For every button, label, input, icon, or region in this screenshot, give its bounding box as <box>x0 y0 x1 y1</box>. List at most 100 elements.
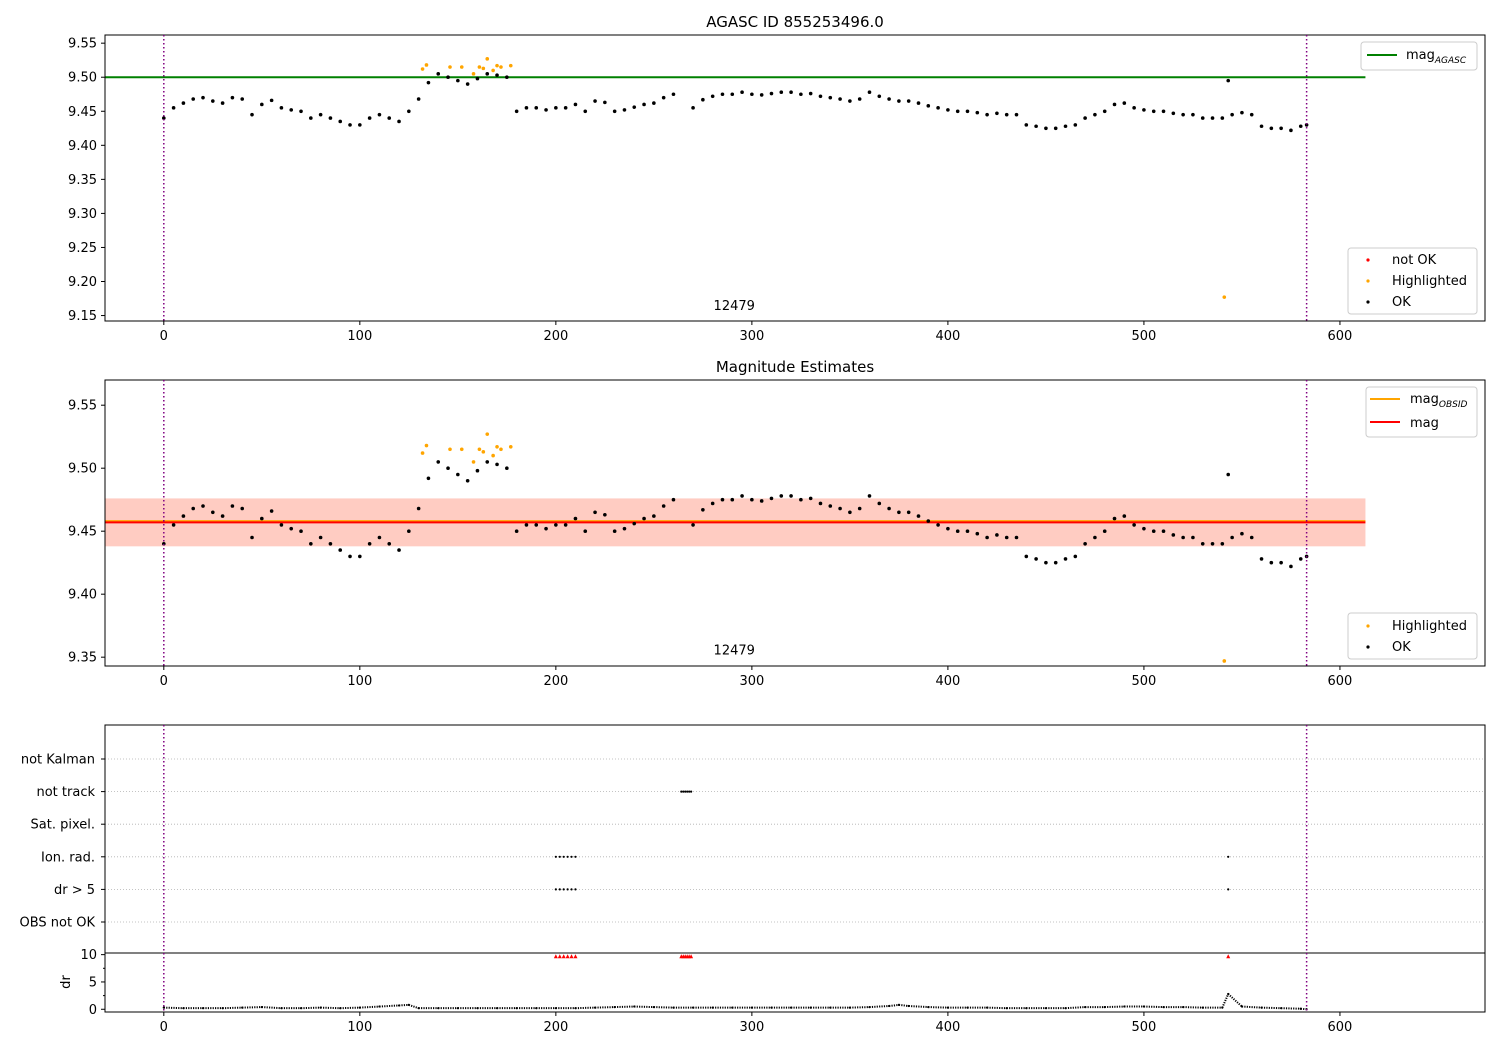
panel1-point-ok <box>691 106 695 110</box>
panel1-y-tick-label: 9.30 <box>68 207 97 222</box>
panel2-point-highlighted <box>508 444 513 449</box>
panel2-point-ok <box>426 476 431 481</box>
dr-trace-segment <box>987 1006 1007 1010</box>
dr-point <box>613 1005 616 1009</box>
panel2-point-ok <box>985 535 989 540</box>
panel2-point-ok <box>642 516 646 521</box>
panel2-point-ok <box>387 541 392 546</box>
panel4-frame <box>104 952 1486 1013</box>
panel2-y-tick-label: 9.35 <box>68 651 97 666</box>
panel1-point-ok <box>299 109 303 114</box>
panel1-y-tick-label: 9.40 <box>68 139 97 154</box>
panel1-point-ok <box>1132 106 1136 110</box>
panel1-point-ok <box>358 123 362 127</box>
panel1-point-ok <box>985 112 989 117</box>
panel1-point-ok <box>1014 112 1019 117</box>
dr-trace-segment <box>1227 993 1243 1008</box>
dr-point <box>946 1006 949 1009</box>
panel2-point-ok <box>1132 523 1136 527</box>
panel2-point-highlighted <box>459 447 464 452</box>
panel1-point-ok <box>1053 126 1058 131</box>
dr-point <box>731 1006 734 1009</box>
panel2-point-ok <box>201 504 205 508</box>
panel1-point-ok <box>524 106 529 110</box>
dr-trace-segment <box>869 1004 890 1009</box>
panel1-x-tick-label: 400 <box>935 329 960 344</box>
panel2-point-ok <box>1102 529 1107 533</box>
panel2-point-ok <box>612 529 617 533</box>
panel1-point-ok <box>1220 116 1225 120</box>
dr-point <box>1103 1005 1106 1009</box>
panel2-x-tick-label: 300 <box>739 674 764 689</box>
panel2-point-ok <box>416 506 421 511</box>
panel1-point-ok <box>1171 111 1176 116</box>
panel2-point-ok <box>740 494 744 498</box>
panel4-x-tick-label: 500 <box>1132 1020 1157 1035</box>
dr-point <box>927 1005 930 1009</box>
panel1-point-ok <box>328 116 333 120</box>
panel4-x-tick-label: 600 <box>1328 1020 1353 1035</box>
panel1-x-tick-label: 200 <box>543 329 568 344</box>
panel1-point-ok <box>828 95 833 100</box>
panel2-point-highlighted <box>499 447 503 452</box>
flag-point <box>690 790 693 793</box>
panel1-x-tick-label: 0 <box>160 329 168 344</box>
panel2-point-highlighted <box>477 447 482 452</box>
panel2-point-ok <box>789 494 793 498</box>
panel1-point-highlighted <box>481 66 486 71</box>
legend2-ok-label: OK <box>1392 640 1411 655</box>
panel2-point-ok <box>1181 535 1185 540</box>
dr-point <box>593 1006 597 1009</box>
dr-point <box>1240 1005 1244 1008</box>
flags-panel: not Kalman not track Sat. pixel. Ion. rad. d… <box>20 724 1486 954</box>
dr-point <box>711 1006 714 1009</box>
panel1-point-ok <box>799 92 803 97</box>
dr-point <box>868 1005 871 1009</box>
panel2-point-ok <box>1200 541 1205 546</box>
flag-point <box>554 855 557 858</box>
panel1-point-ok <box>230 95 235 100</box>
flag-row-label: Sat. pixel. <box>31 818 95 833</box>
panel1-point-highlighted <box>491 68 495 73</box>
dr-trace-segment <box>1241 1005 1262 1009</box>
dr-point <box>162 1006 165 1009</box>
panel1-point-ok <box>1083 116 1087 120</box>
panel2-point-highlighted <box>471 460 476 464</box>
panel2-point-ok <box>632 521 637 526</box>
dr-trace-segment <box>634 1005 654 1009</box>
panel1-point-ok <box>563 106 568 110</box>
panel2-point-ok <box>603 513 607 517</box>
panel2-point-ok <box>220 514 225 518</box>
panel2-y-tick-label: 9.40 <box>68 588 97 603</box>
dr-axis-label: dr <box>59 975 74 989</box>
panel1-point-ok <box>671 92 676 97</box>
dr-trace-segment <box>1143 1005 1164 1009</box>
panel1-point-ok <box>759 93 764 97</box>
panel1-point-ok <box>848 99 852 103</box>
flag-point <box>558 888 561 891</box>
dr-point <box>1123 1005 1126 1008</box>
panel1-x-tick-label: 100 <box>347 329 372 344</box>
dr-trace-segment <box>908 1004 929 1009</box>
dr-point <box>535 1007 538 1010</box>
dr-trace-segment <box>849 1006 870 1009</box>
panel2-point-ok <box>661 504 666 508</box>
dr-point <box>1064 1007 1067 1010</box>
panel1-x-tick-label: 300 <box>739 329 764 344</box>
panel1-point-ok <box>916 101 921 105</box>
agasc-magnitude-panel: AGASC ID 855253496.0 0 100 200 300 400 500 600… <box>68 13 1486 344</box>
panel2-point-highlighted <box>481 450 486 454</box>
dr-point <box>554 1007 557 1010</box>
panel2-point-ok <box>1014 535 1019 540</box>
panel2-point-ok <box>936 523 940 527</box>
dr-point <box>221 1007 224 1010</box>
panel1-point-ok <box>534 106 539 110</box>
panel4-x-tick-label: 0 <box>160 1020 168 1035</box>
panel2-point-highlighted <box>495 444 499 449</box>
panel2-point-legend: Highlighted OK <box>1347 612 1478 660</box>
dr-point <box>789 1006 793 1009</box>
panel2-point-ok <box>1171 533 1176 537</box>
panel1-point-ok <box>240 97 245 101</box>
panel1-y-tick-label: 9.20 <box>68 275 97 290</box>
dr-over-limit-marker <box>561 954 566 959</box>
